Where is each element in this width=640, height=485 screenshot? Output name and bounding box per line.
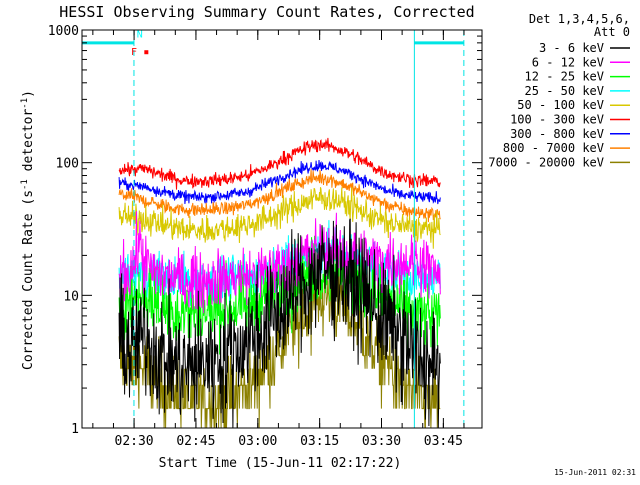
y-tick-label: 100 bbox=[56, 157, 79, 172]
legend-entry-label: 12 - 25 keV bbox=[525, 70, 604, 84]
legend-header-line1: Det 1,3,4,5,6, bbox=[529, 12, 630, 26]
y-tick-label: 1000 bbox=[48, 24, 79, 39]
timestamp-stamp: 15-Jun-2011 02:31 bbox=[554, 468, 636, 477]
flag-label-n: N bbox=[137, 29, 143, 40]
plot-frame bbox=[81, 29, 483, 429]
axes: 1 10 100 1000 02:30 02:45 03:00 03:15 03:30 03:45 bbox=[48, 24, 483, 449]
flag-dot bbox=[144, 50, 149, 55]
plot-area bbox=[118, 137, 441, 428]
legend-entry-label: 300 - 800 keV bbox=[510, 127, 604, 141]
x-tick-label: 03:30 bbox=[362, 434, 401, 449]
y-axis-label-sup1: -1 bbox=[20, 179, 30, 190]
y-tick-label: 10 bbox=[63, 289, 79, 304]
series-line-100-300-kev bbox=[118, 137, 441, 190]
x-tick-label: 03:45 bbox=[424, 434, 463, 449]
x-tick-label: 02:45 bbox=[176, 434, 215, 449]
legend-entry-label: 800 - 7000 keV bbox=[503, 141, 604, 155]
flag-label-f: F bbox=[131, 47, 137, 58]
legend-header-line2: Att 0 bbox=[594, 25, 630, 39]
x-tick-label: 02:30 bbox=[115, 434, 154, 449]
legend-entry-label: 6 - 12 keV bbox=[532, 55, 604, 69]
legend-entry-label: 100 - 300 keV bbox=[510, 113, 604, 127]
legend-entry-label: 50 - 100 keV bbox=[517, 98, 604, 112]
legend-entry-label: 25 - 50 keV bbox=[525, 84, 604, 98]
y-axis-label-end: ) bbox=[21, 90, 36, 98]
y-axis-label-main: Corrected Count Rate (s bbox=[21, 190, 36, 370]
series-line-6-12-kev bbox=[118, 211, 441, 314]
y-axis-label-sup2: -1 bbox=[20, 98, 30, 109]
y-axis-label: Corrected Count Rate (s-1 detector-1) bbox=[20, 90, 36, 370]
x-tick-label: 03:00 bbox=[238, 434, 277, 449]
y-tick-label: 1 bbox=[71, 422, 79, 437]
marker-layer: NF bbox=[82, 29, 465, 428]
series-line-3-6-kev bbox=[118, 218, 441, 428]
legend-entry-label: 7000 - 20000 keV bbox=[488, 155, 604, 169]
series-line-800-7000-kev bbox=[118, 169, 441, 223]
legend-entry-label: 3 - 6 keV bbox=[539, 41, 604, 55]
series-line-300-800-kev bbox=[118, 159, 441, 205]
x-axis-label: Start Time (15-Jun-11 02:17:22) bbox=[159, 456, 402, 471]
y-axis-label-mid: detector bbox=[21, 109, 36, 180]
chart-title: HESSI Observing Summary Count Rates, Cor… bbox=[59, 3, 474, 21]
series-line-50-100-kev bbox=[118, 187, 441, 249]
x-tick-label: 03:15 bbox=[300, 434, 339, 449]
